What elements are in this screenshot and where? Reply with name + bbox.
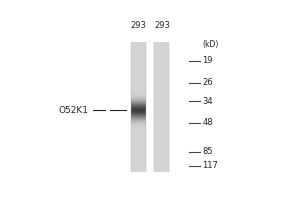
Text: 26: 26 <box>202 78 213 87</box>
Text: 34: 34 <box>202 97 213 106</box>
Text: O52K1: O52K1 <box>59 106 89 115</box>
Text: 19: 19 <box>202 56 213 65</box>
Text: 85: 85 <box>202 147 213 156</box>
Text: (kD): (kD) <box>202 40 219 49</box>
Text: 117: 117 <box>202 161 218 170</box>
Text: 293: 293 <box>131 21 147 30</box>
Text: 293: 293 <box>154 21 170 30</box>
Text: 48: 48 <box>202 118 213 127</box>
